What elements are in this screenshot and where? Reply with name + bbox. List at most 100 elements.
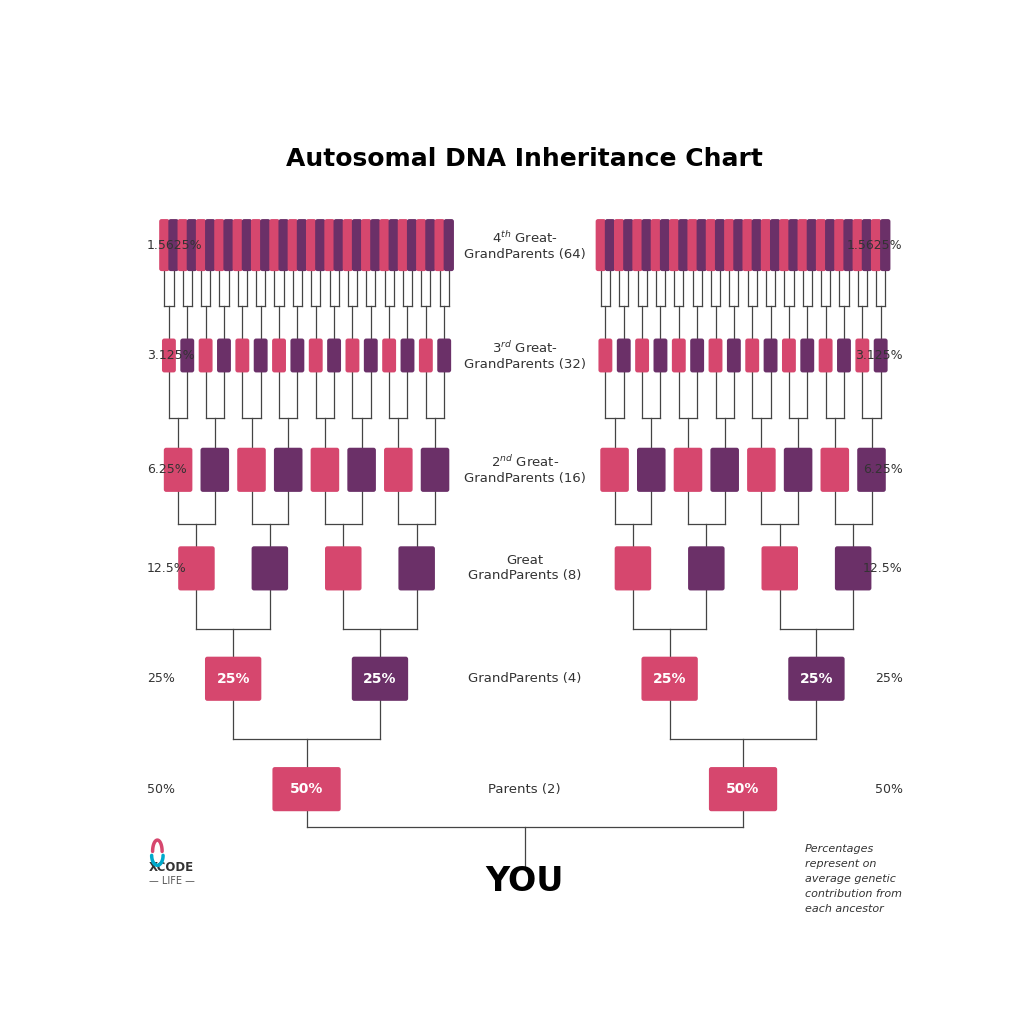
FancyBboxPatch shape xyxy=(398,546,435,591)
FancyBboxPatch shape xyxy=(217,339,231,373)
Text: Parents (2): Parents (2) xyxy=(488,782,561,796)
FancyBboxPatch shape xyxy=(733,219,743,271)
Text: XCODE: XCODE xyxy=(150,861,195,874)
FancyBboxPatch shape xyxy=(334,219,344,271)
FancyBboxPatch shape xyxy=(327,339,341,373)
FancyBboxPatch shape xyxy=(232,219,243,271)
Text: 25%: 25% xyxy=(364,672,396,686)
FancyBboxPatch shape xyxy=(388,219,399,271)
Text: 50%: 50% xyxy=(290,782,324,796)
FancyBboxPatch shape xyxy=(650,219,662,271)
FancyBboxPatch shape xyxy=(816,219,826,271)
FancyBboxPatch shape xyxy=(637,447,666,492)
Text: 25%: 25% xyxy=(216,672,250,686)
FancyBboxPatch shape xyxy=(425,219,435,271)
FancyBboxPatch shape xyxy=(748,447,775,492)
FancyBboxPatch shape xyxy=(788,656,845,700)
Text: 3.125%: 3.125% xyxy=(855,349,902,361)
FancyBboxPatch shape xyxy=(764,339,777,373)
FancyBboxPatch shape xyxy=(862,219,872,271)
FancyBboxPatch shape xyxy=(186,219,197,271)
FancyBboxPatch shape xyxy=(641,656,697,700)
FancyBboxPatch shape xyxy=(254,339,267,373)
FancyBboxPatch shape xyxy=(361,219,372,271)
FancyBboxPatch shape xyxy=(214,219,224,271)
FancyBboxPatch shape xyxy=(400,339,415,373)
FancyBboxPatch shape xyxy=(252,546,288,591)
FancyBboxPatch shape xyxy=(672,339,686,373)
FancyBboxPatch shape xyxy=(600,447,629,492)
FancyBboxPatch shape xyxy=(269,219,280,271)
FancyBboxPatch shape xyxy=(807,219,817,271)
Text: Autosomal DNA Inheritance Chart: Autosomal DNA Inheritance Chart xyxy=(287,146,763,171)
FancyBboxPatch shape xyxy=(614,219,625,271)
FancyBboxPatch shape xyxy=(678,219,688,271)
FancyBboxPatch shape xyxy=(844,219,854,271)
FancyBboxPatch shape xyxy=(653,339,668,373)
Text: 12.5%: 12.5% xyxy=(147,562,186,574)
Text: 3$^{rd}$ Great-
GrandParents (32): 3$^{rd}$ Great- GrandParents (32) xyxy=(464,340,586,371)
FancyBboxPatch shape xyxy=(596,219,606,271)
FancyBboxPatch shape xyxy=(801,339,814,373)
FancyBboxPatch shape xyxy=(251,219,261,271)
FancyBboxPatch shape xyxy=(272,767,341,811)
Text: 12.5%: 12.5% xyxy=(863,562,902,574)
FancyBboxPatch shape xyxy=(371,219,381,271)
FancyBboxPatch shape xyxy=(443,219,454,271)
FancyBboxPatch shape xyxy=(238,447,266,492)
Text: YOU: YOU xyxy=(485,865,564,898)
FancyBboxPatch shape xyxy=(635,339,649,373)
FancyBboxPatch shape xyxy=(162,339,176,373)
FancyBboxPatch shape xyxy=(745,339,759,373)
FancyBboxPatch shape xyxy=(196,219,206,271)
FancyBboxPatch shape xyxy=(382,339,396,373)
Text: 1.5625%: 1.5625% xyxy=(847,239,902,252)
FancyBboxPatch shape xyxy=(223,219,233,271)
FancyBboxPatch shape xyxy=(782,339,796,373)
Text: 1.5625%: 1.5625% xyxy=(147,239,203,252)
FancyBboxPatch shape xyxy=(274,447,302,492)
FancyBboxPatch shape xyxy=(325,546,361,591)
FancyBboxPatch shape xyxy=(201,447,229,492)
FancyBboxPatch shape xyxy=(279,219,289,271)
FancyBboxPatch shape xyxy=(853,219,863,271)
Text: Percentages
represent on
average genetic
contribution from
each ancestor: Percentages represent on average genetic… xyxy=(805,845,902,913)
Text: 6.25%: 6.25% xyxy=(147,463,186,476)
FancyBboxPatch shape xyxy=(205,219,215,271)
FancyBboxPatch shape xyxy=(419,339,433,373)
FancyBboxPatch shape xyxy=(598,339,612,373)
FancyBboxPatch shape xyxy=(857,447,886,492)
FancyBboxPatch shape xyxy=(236,339,249,373)
FancyBboxPatch shape xyxy=(855,339,869,373)
Text: 25%: 25% xyxy=(147,673,175,685)
FancyBboxPatch shape xyxy=(180,339,195,373)
FancyBboxPatch shape xyxy=(825,219,836,271)
FancyBboxPatch shape xyxy=(770,219,780,271)
FancyBboxPatch shape xyxy=(168,219,178,271)
FancyBboxPatch shape xyxy=(315,219,326,271)
Text: — LIFE —: — LIFE — xyxy=(148,877,195,887)
Text: GrandParents (4): GrandParents (4) xyxy=(468,673,582,685)
FancyBboxPatch shape xyxy=(434,219,444,271)
FancyBboxPatch shape xyxy=(347,447,376,492)
FancyBboxPatch shape xyxy=(706,219,716,271)
FancyBboxPatch shape xyxy=(199,339,213,373)
FancyBboxPatch shape xyxy=(437,339,452,373)
FancyBboxPatch shape xyxy=(711,447,739,492)
FancyBboxPatch shape xyxy=(633,219,643,271)
Text: 3.125%: 3.125% xyxy=(147,349,195,361)
Text: 25%: 25% xyxy=(653,672,686,686)
FancyBboxPatch shape xyxy=(835,546,871,591)
FancyBboxPatch shape xyxy=(177,219,187,271)
FancyBboxPatch shape xyxy=(272,339,286,373)
FancyBboxPatch shape xyxy=(616,339,631,373)
FancyBboxPatch shape xyxy=(352,656,409,700)
Text: 25%: 25% xyxy=(800,672,834,686)
FancyBboxPatch shape xyxy=(297,219,307,271)
FancyBboxPatch shape xyxy=(880,219,891,271)
FancyBboxPatch shape xyxy=(762,546,798,591)
FancyBboxPatch shape xyxy=(835,219,845,271)
FancyBboxPatch shape xyxy=(614,546,651,591)
Text: 50%: 50% xyxy=(726,782,760,796)
FancyBboxPatch shape xyxy=(752,219,762,271)
